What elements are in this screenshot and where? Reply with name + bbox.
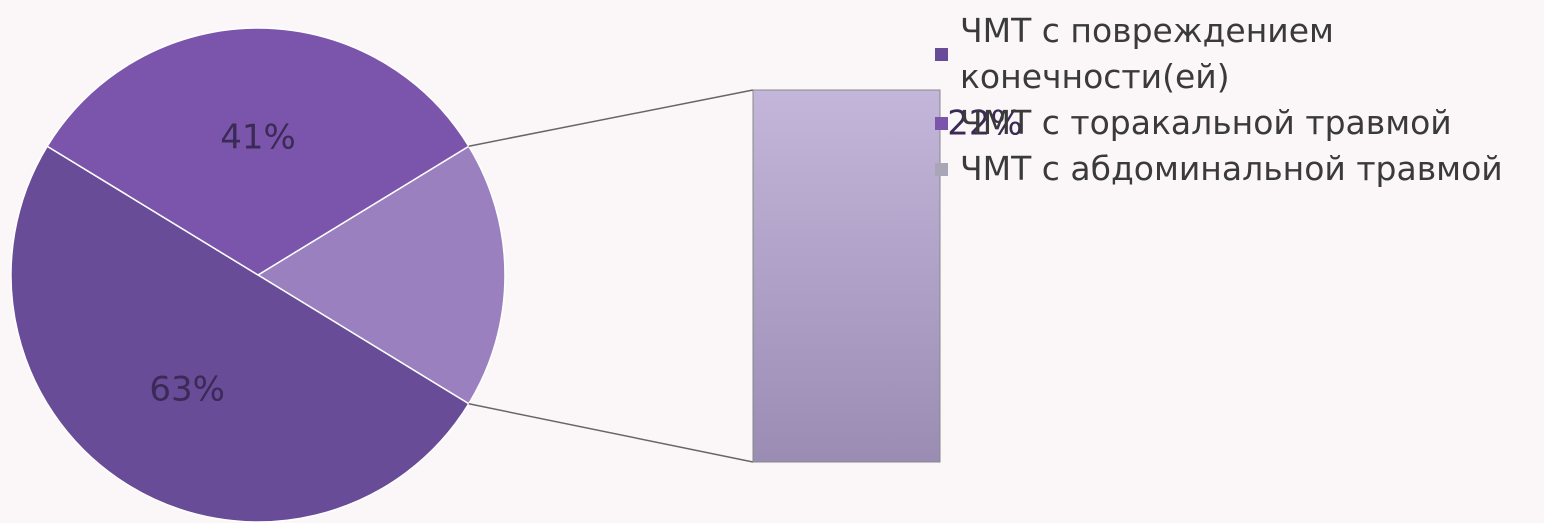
legend-item: ЧМТ с торакальной травмой	[935, 100, 1540, 146]
bar-segment	[752, 89, 941, 463]
connector	[468, 403, 754, 463]
legend-swatch	[935, 47, 948, 61]
pie-slice	[10, 145, 470, 523]
pie-slice	[256, 145, 506, 405]
legend-item: ЧМТ с повреждением конечности(ей)	[935, 8, 1540, 100]
connector	[468, 89, 754, 147]
legend-label: ЧМТ с повреждением конечности(ей)	[960, 11, 1334, 96]
legend: ЧМТ с повреждением конечности(ей) ЧМТ с т…	[935, 8, 1540, 192]
legend-label: ЧМТ с торакальной травмой	[960, 103, 1452, 142]
legend-item: ЧМТ с абдоминальной травмой	[935, 146, 1540, 192]
legend-label: ЧМТ с абдоминальной травмой	[960, 149, 1503, 188]
data-label: 41%	[220, 118, 296, 158]
data-label: 63%	[149, 369, 225, 409]
legend-swatch	[935, 116, 948, 130]
pie-slice	[46, 27, 470, 276]
data-label: 22%	[947, 104, 1023, 144]
legend-swatch	[935, 162, 948, 176]
